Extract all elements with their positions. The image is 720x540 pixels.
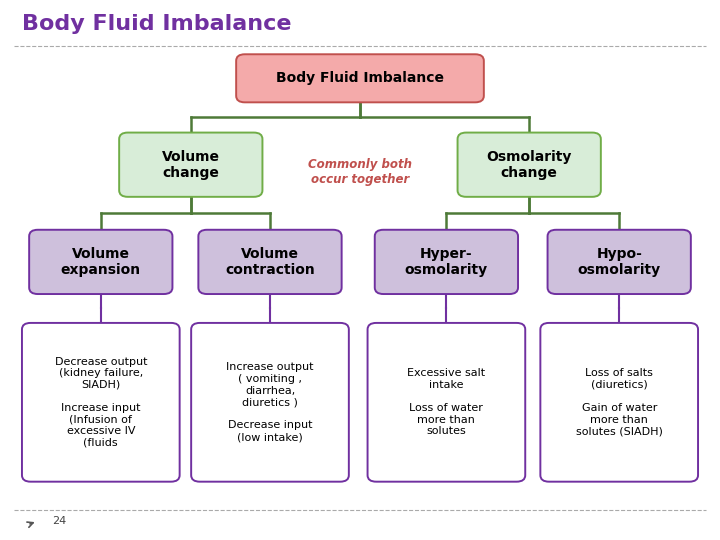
Text: Loss of salts
(diuretics)

Gain of water
more than
solutes (SIADH): Loss of salts (diuretics) Gain of water … — [576, 368, 662, 436]
FancyBboxPatch shape — [547, 230, 690, 294]
Text: Excessive salt
intake

Loss of water
more than
solutes: Excessive salt intake Loss of water more… — [408, 368, 485, 436]
Text: Body Fluid Imbalance: Body Fluid Imbalance — [276, 71, 444, 85]
FancyBboxPatch shape — [198, 230, 341, 294]
Text: Body Fluid Imbalance: Body Fluid Imbalance — [22, 14, 291, 33]
Text: 24: 24 — [52, 516, 66, 526]
FancyBboxPatch shape — [458, 133, 600, 197]
Text: Volume
change: Volume change — [162, 150, 220, 180]
Text: Volume
expansion: Volume expansion — [60, 247, 141, 277]
FancyBboxPatch shape — [191, 323, 348, 482]
Text: Decrease output
(kidney failure,
SIADH)

Increase input
(Infusion of
excessive I: Decrease output (kidney failure, SIADH) … — [55, 357, 147, 448]
FancyBboxPatch shape — [236, 55, 484, 102]
FancyBboxPatch shape — [22, 323, 180, 482]
FancyBboxPatch shape — [540, 323, 698, 482]
FancyBboxPatch shape — [374, 230, 518, 294]
Text: Hypo-
osmolarity: Hypo- osmolarity — [577, 247, 661, 277]
Text: Volume
contraction: Volume contraction — [225, 247, 315, 277]
Text: Increase output
( vomiting ,
diarrhea,
diuretics )

Decrease input
(low intake): Increase output ( vomiting , diarrhea, d… — [226, 362, 314, 442]
Text: Osmolarity
change: Osmolarity change — [487, 150, 572, 180]
FancyBboxPatch shape — [367, 323, 525, 482]
FancyBboxPatch shape — [30, 230, 173, 294]
Text: Commonly both
occur together: Commonly both occur together — [308, 158, 412, 186]
FancyBboxPatch shape — [120, 133, 262, 197]
Text: Hyper-
osmolarity: Hyper- osmolarity — [405, 247, 488, 277]
